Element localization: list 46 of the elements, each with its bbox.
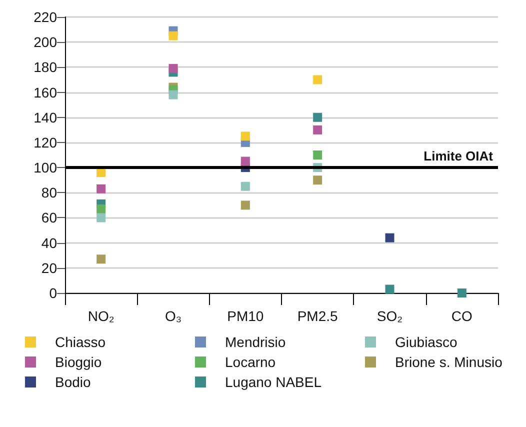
- legend-label: Giubiasco: [395, 334, 458, 350]
- point: [168, 31, 178, 40]
- y-tick-label: 160: [34, 84, 58, 100]
- point: [385, 284, 394, 294]
- y-tick-label: 220: [34, 9, 58, 25]
- legend-label: Bodio: [55, 374, 92, 390]
- y-tick-label: 100: [34, 160, 58, 176]
- y-tick-label: 200: [34, 34, 58, 50]
- ref-line-label: Limite OIAt: [424, 148, 494, 164]
- point: [96, 254, 106, 264]
- point: [240, 200, 250, 210]
- x-tick-label: O₃: [164, 308, 182, 324]
- x-tick-label: SO₂: [376, 308, 403, 324]
- x-tick-label: PM10: [227, 308, 264, 324]
- y-tick-label: 60: [41, 210, 58, 226]
- x-tick-label: CO: [451, 308, 473, 324]
- point: [168, 90, 178, 100]
- point: [96, 204, 106, 214]
- legend-label: Brione s. Minusio: [395, 354, 503, 370]
- point: [96, 213, 106, 222]
- point: [385, 233, 394, 242]
- point: [313, 125, 322, 134]
- point: [240, 182, 250, 191]
- point: [168, 64, 178, 73]
- y-tick-label: 180: [34, 59, 58, 76]
- point: [240, 132, 250, 141]
- x-tick-label: PM2.5: [297, 308, 338, 324]
- legend-label: Mendrisio: [225, 334, 286, 350]
- y-tick-label: 120: [34, 134, 58, 150]
- legend-label: Bioggio: [55, 354, 102, 370]
- legend-label: Chiasso: [55, 334, 106, 350]
- y-tick-label: 0: [49, 285, 58, 301]
- point: [313, 150, 322, 160]
- y-tick-label: 20: [41, 260, 58, 276]
- x-tick-label: NO₂: [88, 308, 114, 324]
- point: [313, 176, 322, 185]
- legend-label: Lugano NABEL: [225, 374, 322, 390]
- y-tick-label: 40: [41, 234, 58, 251]
- point: [313, 112, 322, 122]
- point: [240, 156, 250, 166]
- y-tick-label: 80: [41, 184, 58, 201]
- legend-label: Locarno: [225, 354, 276, 370]
- point: [457, 288, 466, 298]
- point: [96, 184, 106, 194]
- point: [313, 75, 322, 84]
- y-tick-label: 140: [34, 109, 58, 126]
